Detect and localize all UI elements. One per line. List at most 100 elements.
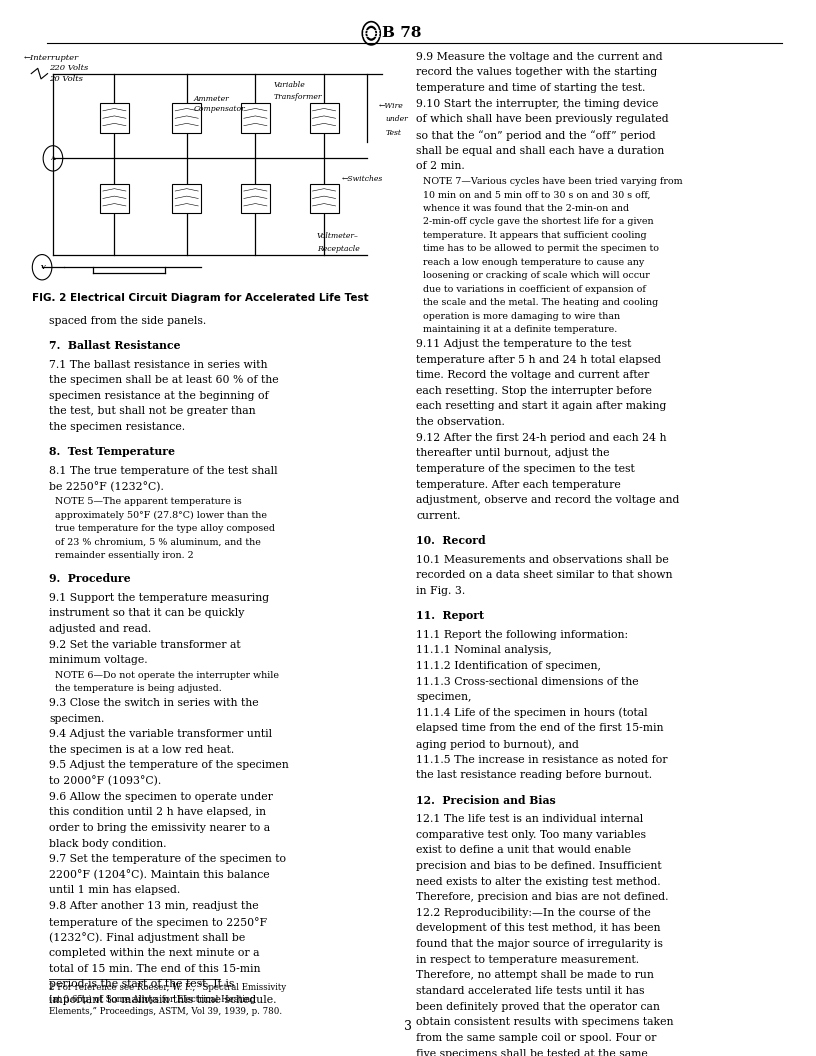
Text: aging period to burnout), and: aging period to burnout), and bbox=[416, 739, 579, 750]
Text: Receptacle: Receptacle bbox=[317, 245, 360, 252]
Text: each resetting and start it again after making: each resetting and start it again after … bbox=[416, 401, 667, 412]
Text: standard accelerated life tests until it has: standard accelerated life tests until it… bbox=[416, 986, 645, 996]
Text: loosening or cracking of scale which will occur: loosening or cracking of scale which wil… bbox=[423, 271, 650, 281]
Text: whence it was found that the 2-min-on and: whence it was found that the 2-min-on an… bbox=[423, 204, 629, 213]
Text: 10.1 Measurements and observations shall be: 10.1 Measurements and observations shall… bbox=[416, 554, 669, 565]
Text: 10.  Record: 10. Record bbox=[416, 535, 486, 546]
Text: ←Wire: ←Wire bbox=[379, 101, 403, 110]
Text: Ammeter: Ammeter bbox=[194, 95, 229, 102]
Circle shape bbox=[367, 29, 375, 38]
Text: 12.1 The life test is an individual internal: 12.1 The life test is an individual inte… bbox=[416, 814, 643, 824]
Text: time. Record the voltage and current after: time. Record the voltage and current aft… bbox=[416, 371, 650, 380]
Text: 9.8 After another 13 min, readjust the: 9.8 After another 13 min, readjust the bbox=[49, 901, 259, 911]
Text: 8.1 The true temperature of the test shall: 8.1 The true temperature of the test sha… bbox=[49, 466, 277, 476]
Text: the observation.: the observation. bbox=[416, 417, 505, 427]
Text: 9.5 Adjust the temperature of the specimen: 9.5 Adjust the temperature of the specim… bbox=[49, 760, 289, 771]
Text: temperature and time of starting the test.: temperature and time of starting the tes… bbox=[416, 83, 645, 93]
Text: 9.3 Close the switch in series with the: 9.3 Close the switch in series with the bbox=[49, 698, 259, 708]
Text: 9.6 Allow the specimen to operate under: 9.6 Allow the specimen to operate under bbox=[49, 792, 273, 802]
Text: 9.9 Measure the voltage and the current and: 9.9 Measure the voltage and the current … bbox=[416, 52, 663, 61]
Text: Therefore, precision and bias are not defined.: Therefore, precision and bias are not de… bbox=[416, 892, 668, 902]
Text: 9.12 After the first 24-h period and each 24 h: 9.12 After the first 24-h period and eac… bbox=[416, 433, 667, 442]
Text: current.: current. bbox=[416, 511, 461, 521]
Bar bbox=[309, 103, 339, 133]
Text: record the values together with the starting: record the values together with the star… bbox=[416, 68, 658, 77]
Text: 9.7 Set the temperature of the specimen to: 9.7 Set the temperature of the specimen … bbox=[49, 854, 286, 864]
Text: NOTE 7—Various cycles have been tried varying from: NOTE 7—Various cycles have been tried va… bbox=[423, 176, 682, 186]
Text: need exists to alter the existing test method.: need exists to alter the existing test m… bbox=[416, 876, 661, 887]
Text: 11.1.1 Nominal analysis,: 11.1.1 Nominal analysis, bbox=[416, 645, 552, 656]
Text: spaced from the side panels.: spaced from the side panels. bbox=[49, 316, 206, 325]
Text: shall be equal and shall each have a duration: shall be equal and shall each have a dur… bbox=[416, 146, 664, 155]
Text: specimen,: specimen, bbox=[416, 692, 472, 702]
Text: recorded on a data sheet similar to that shown: recorded on a data sheet similar to that… bbox=[416, 570, 672, 581]
Text: the temperature is being adjusted.: the temperature is being adjusted. bbox=[55, 684, 222, 694]
Text: 3: 3 bbox=[404, 1020, 412, 1033]
Text: time has to be allowed to permit the specimen to: time has to be allowed to permit the spe… bbox=[423, 244, 659, 253]
Text: specimen.: specimen. bbox=[49, 714, 104, 723]
Text: FIG. 2 Electrical Circuit Diagram for Accelerated Life Test: FIG. 2 Electrical Circuit Diagram for Ac… bbox=[32, 293, 368, 302]
Text: order to bring the emissivity nearer to a: order to bring the emissivity nearer to … bbox=[49, 823, 270, 833]
Text: thereafter until burnout, adjust the: thereafter until burnout, adjust the bbox=[416, 449, 610, 458]
Text: in respect to temperature measurement.: in respect to temperature measurement. bbox=[416, 955, 639, 965]
Circle shape bbox=[366, 25, 377, 41]
Text: 12.2 Reproducibility:—In the course of the: 12.2 Reproducibility:—In the course of t… bbox=[416, 908, 651, 918]
Text: development of this test method, it has been: development of this test method, it has … bbox=[416, 924, 661, 934]
Text: A: A bbox=[51, 156, 55, 161]
Text: 11.1.2 Identification of specimen,: 11.1.2 Identification of specimen, bbox=[416, 661, 601, 671]
Bar bbox=[241, 184, 270, 213]
Text: V: V bbox=[40, 265, 45, 269]
Text: 9.11 Adjust the temperature to the test: 9.11 Adjust the temperature to the test bbox=[416, 339, 632, 348]
Text: of 2 min.: of 2 min. bbox=[416, 162, 465, 171]
Text: temperature after 5 h and 24 h total elapsed: temperature after 5 h and 24 h total ela… bbox=[416, 355, 661, 364]
Text: 2-min-off cycle gave the shortest life for a given: 2-min-off cycle gave the shortest life f… bbox=[423, 218, 654, 226]
Text: 12.  Precision and Bias: 12. Precision and Bias bbox=[416, 794, 556, 806]
Text: 11.1 Report the following information:: 11.1 Report the following information: bbox=[416, 629, 628, 640]
Text: completed within the next minute or a: completed within the next minute or a bbox=[49, 948, 259, 958]
Text: precision and bias to be defined. Insufficient: precision and bias to be defined. Insuff… bbox=[416, 861, 662, 871]
Bar bbox=[172, 103, 201, 133]
Text: be 2250°F (1232°C).: be 2250°F (1232°C). bbox=[49, 482, 164, 492]
Text: been definitely proved that the operator can: been definitely proved that the operator… bbox=[416, 1002, 660, 1012]
Text: ←Switches: ←Switches bbox=[342, 175, 384, 183]
Text: temperature. It appears that sufficient cooling: temperature. It appears that sufficient … bbox=[423, 231, 646, 240]
Text: comparative test only. Too many variables: comparative test only. Too many variable… bbox=[416, 830, 646, 840]
Text: ←Interrupter: ←Interrupter bbox=[24, 54, 79, 61]
Text: specimen resistance at the beginning of: specimen resistance at the beginning of bbox=[49, 391, 268, 401]
Text: temperature of the specimen to 2250°F: temperature of the specimen to 2250°F bbox=[49, 917, 267, 927]
Text: the last resistance reading before burnout.: the last resistance reading before burno… bbox=[416, 770, 652, 780]
Text: minimum voltage.: minimum voltage. bbox=[49, 656, 148, 665]
Text: black body condition.: black body condition. bbox=[49, 838, 166, 849]
Text: 11.1.3 Cross-sectional dimensions of the: 11.1.3 Cross-sectional dimensions of the bbox=[416, 677, 639, 686]
Text: B 78: B 78 bbox=[382, 26, 421, 40]
Text: this condition until 2 h have elapsed, in: this condition until 2 h have elapsed, i… bbox=[49, 808, 266, 817]
Text: (1232°C). Final adjustment shall be: (1232°C). Final adjustment shall be bbox=[49, 932, 246, 943]
Text: 8.  Test Temperature: 8. Test Temperature bbox=[49, 447, 175, 457]
Text: so that the “on” period and the “off” period: so that the “on” period and the “off” pe… bbox=[416, 130, 656, 140]
Bar bbox=[100, 103, 129, 133]
Text: 7.  Ballast Resistance: 7. Ballast Resistance bbox=[49, 340, 180, 351]
Text: 10 min on and 5 min off to 30 s on and 30 s off,: 10 min on and 5 min off to 30 s on and 3… bbox=[423, 190, 650, 200]
Text: 9.10 Start the interrupter, the timing device: 9.10 Start the interrupter, the timing d… bbox=[416, 98, 659, 109]
Text: the specimen shall be at least 60 % of the: the specimen shall be at least 60 % of t… bbox=[49, 375, 278, 385]
Text: the scale and the metal. The heating and cooling: the scale and the metal. The heating and… bbox=[423, 299, 658, 307]
Text: true temperature for the type alloy composed: true temperature for the type alloy comp… bbox=[55, 524, 276, 533]
Text: reach a low enough temperature to cause any: reach a low enough temperature to cause … bbox=[423, 258, 644, 267]
Text: operation is more damaging to wire than: operation is more damaging to wire than bbox=[423, 312, 620, 321]
Text: until 1 min has elapsed.: until 1 min has elapsed. bbox=[49, 886, 180, 895]
Text: Voltmeter–: Voltmeter– bbox=[317, 232, 359, 241]
Text: 9.4 Adjust the variable transformer until: 9.4 Adjust the variable transformer unti… bbox=[49, 730, 272, 739]
Text: period is the start of the test. It is: period is the start of the test. It is bbox=[49, 979, 234, 989]
Bar bbox=[100, 184, 129, 213]
Text: Test: Test bbox=[385, 129, 401, 137]
Text: temperature. After each temperature: temperature. After each temperature bbox=[416, 479, 621, 490]
Text: important to maintain this time schedule.: important to maintain this time schedule… bbox=[49, 995, 277, 1005]
Text: of which shall have been previously regulated: of which shall have been previously regu… bbox=[416, 114, 669, 125]
Text: the specimen resistance.: the specimen resistance. bbox=[49, 422, 185, 432]
Text: 7.1 The ballast resistance in series with: 7.1 The ballast resistance in series wit… bbox=[49, 359, 268, 370]
Text: instrument so that it can be quickly: instrument so that it can be quickly bbox=[49, 608, 244, 619]
Text: approximately 50°F (27.8°C) lower than the: approximately 50°F (27.8°C) lower than t… bbox=[55, 510, 268, 520]
Bar bbox=[172, 184, 201, 213]
Text: total of 15 min. The end of this 15-min: total of 15 min. The end of this 15-min bbox=[49, 964, 260, 974]
Text: 11.  Report: 11. Report bbox=[416, 610, 484, 621]
